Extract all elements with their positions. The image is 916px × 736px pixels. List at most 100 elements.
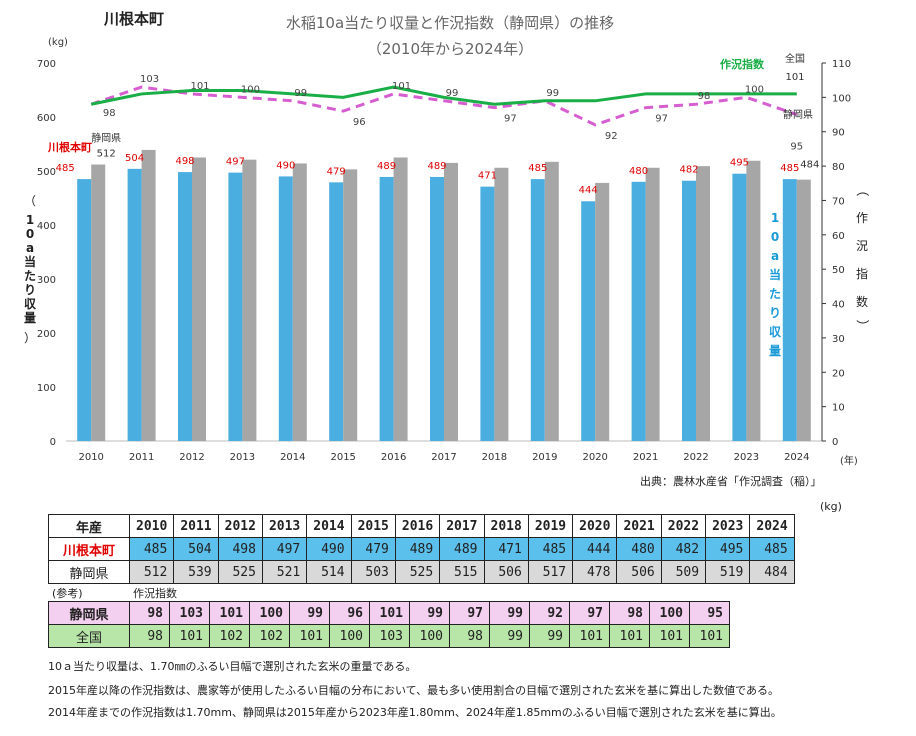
year-header-2019: 2019 — [527, 514, 574, 538]
right-tick-label: 60 — [832, 231, 845, 242]
shizuoka-index-label-2022: 98 — [698, 91, 711, 102]
shizuoka-index-cell-2015: 96 — [329, 601, 370, 625]
reference-label: (参考) — [52, 587, 83, 600]
national-index-cell-2020: 99 — [529, 624, 570, 648]
left-tick-label: 400 — [37, 221, 56, 232]
left-tick-label: 100 — [37, 383, 56, 394]
bar-shizuoka-2017 — [444, 162, 458, 441]
shizuoka-index-cell-2011: 103 — [169, 601, 210, 625]
shizuoka-yield-cell-2014: 514 — [306, 560, 352, 584]
bar-shizuoka-2023 — [746, 160, 761, 442]
bar-shizuoka-label-2010: 512 — [97, 149, 116, 160]
inner-bar-label-char: 1 — [771, 211, 779, 225]
shizuoka-index-label-2014: 99 — [294, 88, 307, 99]
national-index-cell-2019: 99 — [489, 624, 530, 648]
yield-index-chart: 0100200300400500600700(kg)01020304050607… — [24, 37, 869, 467]
x-tick-label: 2013 — [230, 452, 255, 463]
bar-kawane-label-2022: 482 — [679, 165, 698, 176]
year-header-label: 年産 — [48, 514, 130, 538]
reference-index-label: 作況指数 — [133, 587, 177, 600]
right-tick-label: 40 — [832, 300, 845, 311]
bar-shizuoka-2020 — [595, 182, 610, 441]
national-index-cell-2014: 101 — [289, 624, 330, 648]
shizuoka-index-label-2024: 95 — [790, 142, 803, 153]
shizuoka-index-label-2016: 101 — [392, 81, 411, 92]
bar-kawane-label-2018: 471 — [478, 171, 497, 182]
kawane-cell-2020: 444 — [572, 537, 618, 561]
table-unit: (kg) — [820, 500, 842, 513]
bar-kawane-label-2017: 489 — [427, 161, 446, 172]
year-header-2020: 2020 — [572, 514, 618, 538]
year-header-2012: 2012 — [217, 514, 263, 538]
left-axis-paren-open: （ — [24, 194, 36, 208]
x-tick-label: 2023 — [734, 452, 759, 463]
town-label: 川根本町 — [104, 10, 165, 28]
kawane-cell-2023: 495 — [705, 537, 751, 561]
chart-title-line1: 水稲10a当たり収量と作況指数（静岡県）の推移 — [285, 14, 615, 32]
bar-kawane-label-2011: 504 — [125, 153, 144, 164]
bar-kawane-2024 — [782, 179, 797, 441]
kawane-row: 川根本町 485 504 498 497 490 479 489 489 471 485 444 48… — [48, 537, 795, 561]
national-index-legend: 作況指数 — [720, 57, 765, 71]
shizuoka-index-cell-2016: 101 — [369, 601, 410, 625]
x-unit: (年) — [840, 454, 858, 467]
left-axis-char: a — [26, 241, 34, 255]
right-tick-label: 70 — [832, 196, 845, 207]
kawane-cell-2017: 489 — [439, 537, 485, 561]
kawane-cell-2015: 479 — [350, 537, 396, 561]
bar-shizuoka-label-2024: 484 — [800, 160, 819, 171]
shizuoka-index-cell-2022: 98 — [609, 601, 650, 625]
right-axis-paren-close: ） — [854, 319, 869, 332]
shizuoka-index-cell-2012: 101 — [209, 601, 250, 625]
left-axis-char: 当 — [24, 254, 36, 269]
inner-bar-label-char: a — [771, 249, 779, 263]
kawane-cell-2012: 498 — [217, 537, 263, 561]
year-header-row: 年産 2010 2011 2012 2013 2014 2015 2016 2017 2018 2… — [48, 514, 795, 538]
bar-kawane-2023 — [732, 173, 747, 441]
year-header-2013: 2013 — [261, 514, 308, 538]
yield-table: 年産 2010 2011 2012 2013 2014 2015 2016 2017 2018 2… — [48, 514, 795, 584]
shizuoka-index-row: 静岡県 98 103 101 100 99 96 101 99 97 99 92 97 98 100 95 — [48, 601, 730, 625]
bar-kawane-2012 — [178, 172, 192, 441]
shizuoka-index-cell-2010: 98 — [129, 601, 170, 625]
bar-kawane-2017 — [430, 176, 444, 441]
national-index-cell-2018: 98 — [449, 624, 490, 648]
bar-kawane-label-2012: 498 — [175, 156, 194, 167]
note-3: 2014年産までの作況指数は1.70mm、静岡県は2015年産から2023年産1… — [48, 706, 782, 719]
index-table: 静岡県 98 103 101 100 99 96 101 99 97 99 92 97 98 100 95 … — [48, 601, 730, 648]
kawane-series-label: 川根本町 — [47, 140, 92, 154]
bar-kawane-label-2015: 479 — [327, 166, 346, 177]
shizuoka-yield-cell-2021: 506 — [616, 560, 662, 584]
right-tick-label: 20 — [832, 368, 845, 379]
national-index-cell-2013: 102 — [249, 624, 290, 648]
national-index-cell-2022: 101 — [609, 624, 650, 648]
inner-bar-label-char: り — [769, 306, 781, 320]
shizuoka-index-cell-2024: 95 — [689, 601, 730, 625]
bar-kawane-2016 — [379, 176, 394, 441]
bar-kawane-2010 — [77, 179, 92, 441]
shizuoka-index-label-2012: 101 — [190, 81, 209, 92]
kawane-cell-2013: 497 — [261, 537, 308, 561]
bar-shizuoka-2013 — [242, 159, 257, 441]
source-note: 出典：農林水産省「作況調査（稲）」 — [640, 475, 822, 488]
x-tick-label: 2024 — [784, 452, 809, 463]
shizuoka-index-cell-2021: 97 — [569, 601, 610, 625]
line-shizuoka-index — [90, 85, 798, 127]
kawane-cell-2010: 485 — [128, 537, 175, 561]
national-legend-name: 全国 — [785, 52, 805, 65]
bar-shizuoka-2010 — [91, 164, 106, 441]
year-header-2014: 2014 — [306, 514, 352, 538]
right-tick-label: 10 — [832, 403, 845, 414]
chart-title: 水稲10a当たり収量と作況指数（静岡県）の推移 （2010年から2024年） — [200, 10, 700, 62]
right-tick-label: 50 — [832, 265, 845, 276]
shizuoka-yield-cell-2019: 517 — [527, 560, 574, 584]
inner-bar-label-char: 収 — [769, 325, 782, 339]
national-index-cell-2024: 101 — [689, 624, 730, 648]
x-tick-label: 2012 — [179, 452, 204, 463]
bar-shizuoka-2011 — [141, 149, 156, 441]
bar-kawane-2014 — [278, 176, 293, 441]
shizuoka-index-label-2015: 96 — [353, 117, 366, 128]
shizuoka-index-cell-2020: 92 — [529, 601, 570, 625]
left-tick-label: 500 — [37, 167, 56, 178]
year-header-2024: 2024 — [749, 514, 795, 538]
